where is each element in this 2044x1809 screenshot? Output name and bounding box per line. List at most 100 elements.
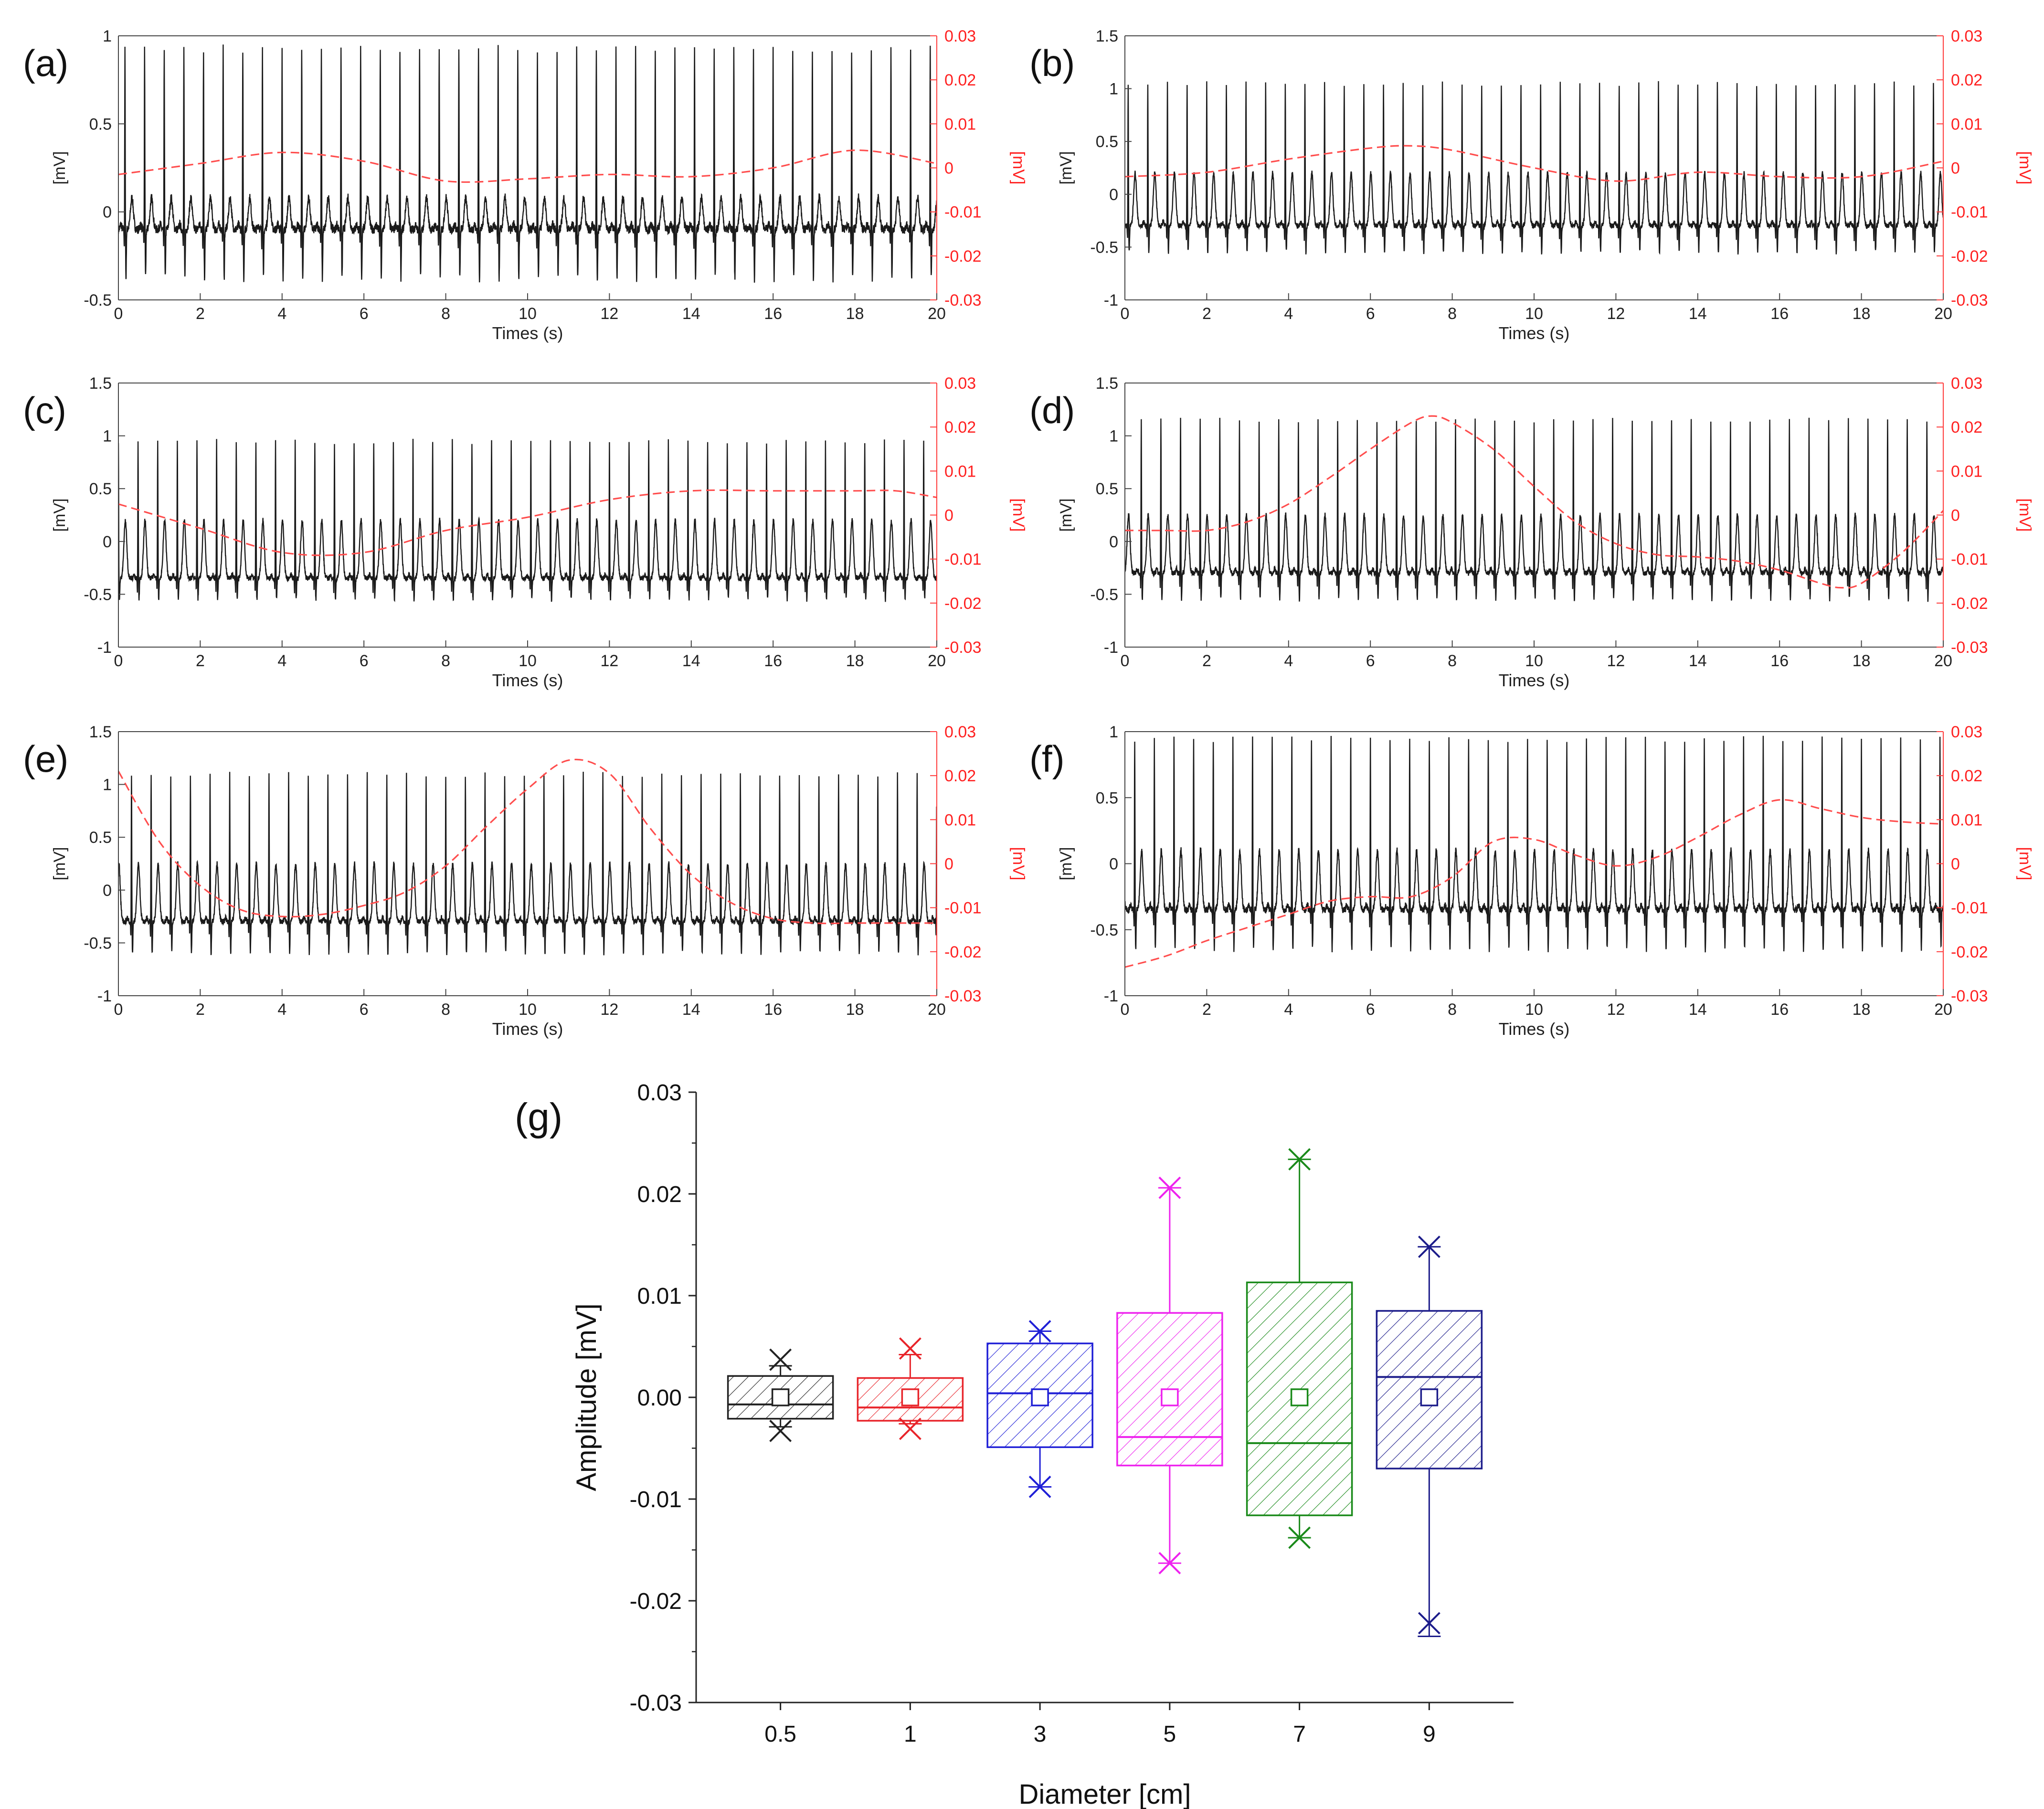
x-tick-label: 8 (1448, 652, 1457, 670)
y2-axis-label: [mV] (2016, 499, 2034, 532)
x-tick-label: 20 (928, 1000, 946, 1019)
x-tick-label: 18 (1853, 305, 1871, 323)
y2-tick-label: -0.03 (944, 987, 982, 1005)
x-tick-label: 8 (441, 1000, 450, 1019)
y2-axis-label: [mV] (2016, 847, 2034, 881)
x-tick-label: 2 (196, 652, 205, 670)
x-tick-label: 10 (1525, 305, 1543, 323)
y2-tick-label: 0.01 (1951, 811, 1982, 829)
x-axis-label: Times (s) (492, 670, 563, 690)
x-tick-label: 0.5 (764, 1722, 796, 1747)
panel-g: -0.03 -0.02 -0.01 0.00 0.01 0.02 0.03 0.5 1 3 5 7 9 D… (515, 1080, 1514, 1809)
min-marker (1418, 1612, 1440, 1635)
max-marker (1158, 1176, 1181, 1199)
x-tick-label: 0 (1121, 1000, 1130, 1019)
panel-label: (g) (515, 1096, 562, 1139)
x-tick-label: 4 (1284, 305, 1293, 323)
max-marker (769, 1348, 792, 1371)
y-axis-label: [mV] (51, 151, 69, 185)
x-tick-label: 6 (360, 1000, 369, 1019)
min-marker (1028, 1476, 1051, 1498)
x-tick-label: 10 (519, 1000, 537, 1019)
x-axis-label: Times (s) (1499, 323, 1570, 343)
y-tick-label: 1.5 (1096, 374, 1118, 393)
y-tick-label: 1 (103, 427, 112, 446)
y-tick-label: -0.5 (1090, 585, 1118, 604)
ecg-line (1125, 735, 1943, 953)
y-tick-label: 0.00 (637, 1385, 682, 1411)
x-tick-label: 10 (1525, 652, 1543, 670)
panel-f: 0 2 4 6 8 10 12 14 16 18 20 -1 -0.5 0 0.5 1 -0.03 -0.02 -0… (1029, 723, 2034, 1039)
y-tick-label: 1 (103, 27, 112, 45)
x-tick-label: 14 (682, 305, 700, 323)
y2-axis-label: [mV] (1009, 847, 1027, 881)
y-tick-label: 0 (1109, 855, 1118, 873)
y2-tick-label: 0.02 (944, 767, 976, 785)
mean-marker (771, 1388, 790, 1406)
box-1 (857, 1337, 964, 1440)
max-marker (899, 1337, 921, 1360)
x-tick-label: 16 (1770, 1000, 1789, 1019)
y2-tick-label: -0.02 (1951, 943, 1988, 961)
y-tick-label: -1 (1104, 987, 1118, 1005)
x-tick-label: 14 (682, 652, 700, 670)
drift-line (118, 758, 937, 925)
y-tick-label: 0.01 (637, 1284, 682, 1309)
y2-tick-label: -0.02 (944, 943, 982, 961)
y2-tick-label: 0.02 (944, 71, 976, 89)
y-tick-label: 0.5 (1096, 789, 1118, 807)
x-tick-label: 10 (1525, 1000, 1543, 1019)
y-tick-label: 1.5 (1096, 27, 1118, 45)
y-tick-label: 1 (1109, 427, 1118, 446)
y-tick-label: 1 (1109, 80, 1118, 98)
y-tick-label: -0.5 (1090, 921, 1118, 939)
box-7 (1246, 1148, 1353, 1549)
panel-label: (a) (23, 42, 68, 84)
y-tick-label: 1 (1109, 723, 1118, 741)
x-tick-label: 8 (441, 652, 450, 670)
panel-c: 0 2 4 6 8 10 12 14 16 18 20 -1 -0.5 0 0.5 1 1.5 -0.03 -0.0… (23, 374, 1027, 690)
mean-marker (901, 1388, 920, 1406)
y2-tick-label: 0.02 (1951, 71, 1982, 89)
y-tick-label: -1 (97, 987, 112, 1005)
y-tick-label: 0.02 (637, 1182, 682, 1207)
x-tick-label: 18 (1853, 1000, 1871, 1019)
y-tick-label: -0.01 (630, 1487, 682, 1512)
y-tick-label: 0 (103, 203, 112, 222)
y2-tick-label: -0.01 (1951, 203, 1988, 222)
min-marker (1158, 1552, 1181, 1575)
y2-axis-label: [mV] (1009, 499, 1027, 532)
y-tick-label: 0 (1109, 533, 1118, 551)
ecg-line (1125, 81, 1943, 255)
y2-tick-label: 0 (944, 507, 953, 525)
x-tick-label: 4 (277, 305, 286, 323)
x-tick-label: 6 (360, 305, 369, 323)
drift-line (118, 149, 937, 183)
x-tick-label: 10 (519, 652, 537, 670)
y2-tick-label: -0.01 (1951, 551, 1988, 569)
x-tick-label: 20 (1934, 652, 1952, 670)
x-tick-label: 12 (600, 652, 618, 670)
y2-tick-label: -0.02 (944, 595, 982, 613)
y-tick-label: -0.5 (84, 291, 112, 309)
y-tick-label: 1.5 (89, 723, 112, 741)
panel-label: (f) (1029, 738, 1065, 780)
x-tick-label: 8 (441, 305, 450, 323)
y2-axis-label: [mV] (2016, 151, 2034, 185)
mean-marker (1290, 1388, 1309, 1406)
x-tick-label: 5 (1164, 1722, 1176, 1747)
x-tick-label: 4 (1284, 1000, 1293, 1019)
x-tick-label: 0 (1121, 305, 1130, 323)
x-tick-label: 18 (846, 1000, 864, 1019)
x-tick-label: 4 (277, 1000, 286, 1019)
y-tick-label: -0.02 (630, 1589, 682, 1614)
x-tick-label: 16 (1770, 305, 1789, 323)
x-tick-label: 14 (1689, 305, 1707, 323)
x-tick-label: 14 (1689, 1000, 1707, 1019)
y2-tick-label: 0.02 (944, 418, 976, 436)
x-tick-label: 20 (928, 305, 946, 323)
x-tick-label: 6 (1366, 305, 1375, 323)
y-axis-label: [mV] (1057, 151, 1075, 185)
